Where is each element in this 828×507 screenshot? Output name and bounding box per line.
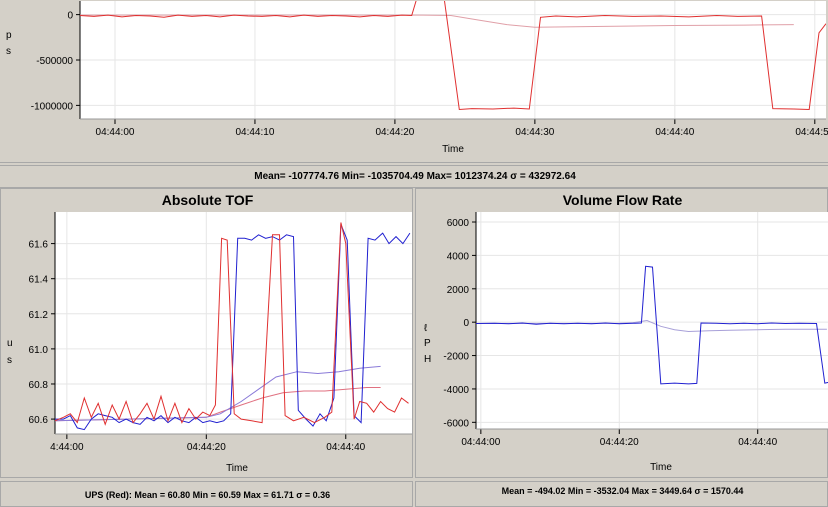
volume-flow-rate-stats-text: Mean = -494.02 Min = -3532.04 Max = 3449… [501, 486, 744, 496]
volume-flow-rate-plot-area [476, 212, 828, 429]
series-group [476, 265, 828, 385]
y-tick-label: 2000 [447, 285, 470, 296]
absolute-tof-chart: 60.6 60.8 61.0 61.2 61.4 61.6 4:44:00 04:44:20 0… [7, 212, 412, 474]
top-stats-bar: Mean= -107774.76 Min= -1035704.49 Max= 1… [0, 165, 828, 188]
series-line [476, 319, 827, 333]
y-tick-label: 61.6 [29, 240, 49, 251]
y-axis-label: P [424, 338, 431, 349]
grid: 6000 4000 2000 0 -2000 -4000 -6000 04:44:00 04:4… [443, 212, 828, 448]
x-tick-label: 4:44:00 [50, 442, 84, 453]
x-tick-label: 04:44:20 [375, 127, 414, 138]
x-axis-label: Time [226, 463, 248, 474]
y-tick-label: 0 [463, 318, 469, 329]
series-line-average [80, 14, 794, 28]
x-tick-label: 04:44:40 [738, 437, 777, 448]
volume-flow-rate-title: Volume Flow Rate [562, 192, 683, 208]
series-line [476, 265, 828, 385]
y-axis-label: s [6, 46, 11, 57]
x-tick-label: 04:44:20 [187, 442, 226, 453]
y-axis-label: p [6, 30, 12, 41]
absolute-tof-stats-text: UPS (Red): Mean = 60.80 Min = 60.59 Max … [84, 490, 331, 500]
series-group [55, 222, 411, 431]
x-tick-label: 04:44:40 [655, 127, 694, 138]
y-axis-label: u [7, 338, 13, 349]
x-tick-label: 04:44:00 [96, 127, 135, 138]
volume-flow-rate-stats-bar: Mean = -494.02 Min = -3532.04 Max = 3449… [415, 481, 828, 507]
x-tick-label: 04:44:20 [600, 437, 639, 448]
y-tick-label: -2000 [443, 352, 469, 363]
x-tick-label: 04:44:30 [515, 127, 554, 138]
x-axis-label: Time [650, 462, 672, 473]
series-line [55, 224, 411, 431]
top-chart-panel: 0 -500000 -1000000 04:44:00 04:44:10 04:44:20… [0, 0, 828, 163]
y-tick-label: 61.2 [29, 310, 49, 321]
y-tick-label: -500000 [36, 56, 73, 67]
absolute-tof-panel: Absolute TOF 60.6 60.8 61.0 61.2 61.4 61.6 4:4… [0, 188, 413, 478]
y-tick-label: 0 [67, 11, 73, 22]
y-axis-label: s [7, 355, 12, 366]
y-axis-label: ℓ [424, 323, 428, 334]
series-line-red [80, 1, 826, 111]
y-tick-label: 4000 [447, 251, 470, 262]
series-group [80, 1, 826, 111]
top-stats-text: Mean= -107774.76 Min= -1035704.49 Max= 1… [254, 171, 576, 182]
x-tick-label: 04:44:50 [795, 127, 828, 138]
y-tick-label: 61.0 [29, 345, 49, 356]
y-axis-label: H [424, 354, 431, 365]
y-tick-label: -4000 [443, 385, 469, 396]
top-chart: 0 -500000 -1000000 04:44:00 04:44:10 04:44:20… [6, 1, 828, 155]
x-tick-label: 04:44:10 [235, 127, 274, 138]
x-tick-label: 04:44:00 [461, 437, 500, 448]
y-tick-label: 60.6 [29, 415, 49, 426]
y-tick-label: -6000 [443, 418, 469, 429]
y-tick-label: 6000 [447, 218, 470, 229]
grid: 0 -500000 -1000000 04:44:00 04:44:10 04:44:20… [31, 1, 828, 138]
absolute-tof-title: Absolute TOF [161, 192, 254, 208]
x-tick-label: 04:44:40 [326, 442, 365, 453]
absolute-tof-stats-bar: UPS (Red): Mean = 60.80 Min = 60.59 Max … [0, 481, 413, 507]
series-line [55, 222, 409, 426]
x-axis-label: Time [442, 144, 464, 155]
y-tick-label: 60.8 [29, 380, 49, 391]
y-tick-label: -1000000 [31, 101, 74, 112]
series-line [55, 365, 381, 422]
volume-flow-rate-chart: 6000 4000 2000 0 -2000 -4000 -6000 04:44:00 04:4… [424, 212, 828, 473]
volume-flow-rate-panel: Volume Flow Rate 6000 4000 2000 0 -2000 -4000… [415, 188, 828, 478]
y-tick-label: 61.4 [29, 275, 49, 286]
